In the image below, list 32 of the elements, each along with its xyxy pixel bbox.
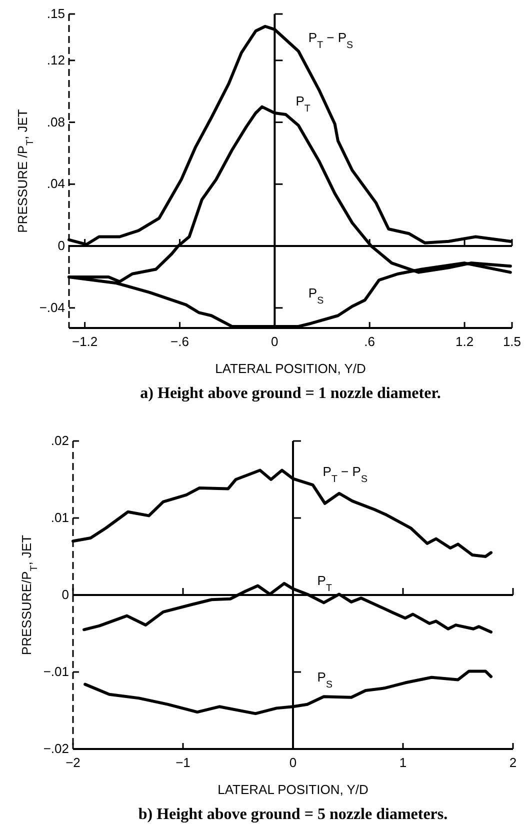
series-label: P$_{T}$ <box>296 94 310 114</box>
x-axis-title: LATERAL POSITION, Y/D <box>215 361 366 376</box>
x-tick-label: .6 <box>364 334 376 349</box>
y-tick-label: .02 <box>50 433 69 448</box>
y-tick-label: −.04 <box>39 300 65 315</box>
series-label: P$_{T}$ − P$_{S}$ <box>322 464 368 484</box>
series-label: P$_{T}$ <box>317 573 332 594</box>
x-tick-label: 2 <box>509 755 517 770</box>
x-tick-label: 0 <box>289 755 297 770</box>
y-tick-label: .04 <box>46 176 65 192</box>
y-tick-label: .01 <box>50 510 69 525</box>
y-tick-label: .15 <box>46 6 65 21</box>
y-tick-label: .12 <box>46 52 65 68</box>
x-tick-label: 0 <box>271 334 278 349</box>
x-tick-label: 1 <box>399 755 407 770</box>
text: b) Height above ground = 5 nozzle diameters. <box>138 806 448 823</box>
x-tick-label: 1.2 <box>455 334 474 349</box>
text: a) Height above ground = 1 nozzle diameter. <box>140 385 441 402</box>
x-tick-label: −.6 <box>170 334 189 349</box>
series-label: P$_{S}$ <box>308 285 324 306</box>
x-tick-label: 1.5 <box>502 334 522 349</box>
x-tick-label: −1.2 <box>72 334 98 349</box>
y-tick-label: 0 <box>58 238 65 254</box>
y-tick-label: −.01 <box>43 664 69 679</box>
y-tick-label: −.02 <box>43 741 69 756</box>
series-label: P$_{T}$ − P$_{S}$ <box>308 30 354 51</box>
x-tick-label: −2 <box>66 755 80 770</box>
legend-label: P$_{S}$ <box>317 669 333 690</box>
y-tick-label: .08 <box>46 114 65 130</box>
x-axis-title: LATERAL POSITION, Y/D <box>218 782 368 797</box>
y-tick-label: 0 <box>62 587 69 602</box>
x-tick-label: −1 <box>176 755 190 770</box>
